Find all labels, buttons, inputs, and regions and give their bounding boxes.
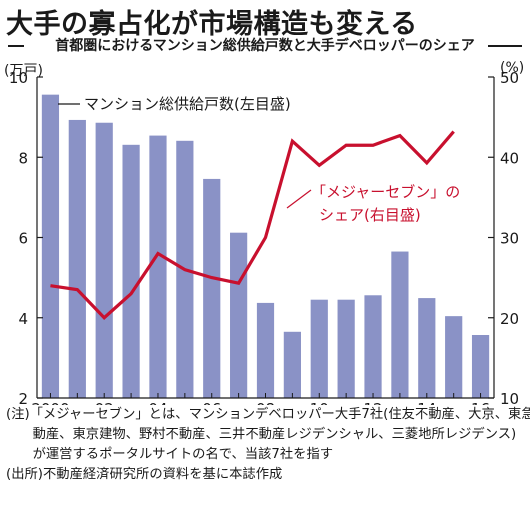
bar-2001 [68, 119, 86, 398]
x-tick-label: 06 [202, 400, 221, 405]
x-tick-label: 02 [95, 400, 114, 405]
bar-2006 [203, 178, 221, 398]
footnote-line: が運営するポータルサイトの名で、当該7社を指す [6, 447, 334, 462]
x-tick-label: 04 [148, 400, 167, 405]
bar-2007 [230, 232, 248, 398]
bar-2003 [122, 144, 140, 398]
x-tick-label: 16 [471, 400, 490, 405]
legend-line-label-1: 「メジャーセブン」の [311, 183, 460, 201]
x-tick-label: 10 [310, 400, 329, 405]
combo-chart: 246810102030405020000204060810121416年 マン… [9, 69, 519, 405]
bar-series [41, 94, 490, 399]
axes [36, 76, 495, 399]
share-line [50, 130, 455, 320]
bar-2008 [256, 302, 275, 398]
bar-2012 [364, 295, 382, 398]
legend-bar-label: マンション総供給戸数(左目盛) [84, 95, 291, 113]
legend-line-leader [286, 189, 312, 209]
right-tick-label: 10 [500, 390, 519, 405]
subtitle-rule-left [8, 45, 24, 47]
left-tick-label: 4 [18, 310, 28, 328]
bar-2010 [310, 299, 328, 398]
legend-line-label-2: シェア(右目盛) [319, 206, 421, 224]
left-tick-label: 8 [18, 149, 28, 167]
x-tick-label: 12 [363, 400, 382, 405]
footnote-line: (出所)不動産経済研究所の資料を基に本誌作成 [6, 467, 283, 482]
bar-2011 [337, 299, 355, 398]
bar-2009 [283, 331, 301, 398]
bar-2015 [445, 316, 463, 398]
right-tick-label: 50 [500, 69, 519, 87]
bar-2014 [418, 298, 436, 398]
bar-2016 [471, 335, 490, 398]
right-tick-label: 30 [500, 230, 519, 248]
footnotes: (注)「メジャーセブン」とは、マンションデベロッパー大手7社(住友不動産、大京、… [6, 405, 530, 485]
line-series [50, 130, 455, 320]
chart-subtitle: 首都圏におけるマンション総供給戸数と大手デベロッパーのシェア [0, 35, 530, 55]
bar-2013 [391, 251, 409, 398]
x-tick-label: 08 [256, 400, 275, 405]
tick-labels: 246810102030405020000204060810121416年 [9, 69, 519, 405]
left-tick-label: 10 [9, 69, 28, 87]
footnote-line: 動産、東京建物、野村不動産、三井不動産レジデンシャル、三菱地所レジデンス) [6, 427, 517, 442]
footnote-line: (注)「メジャーセブン」とは、マンションデベロッパー大手7社(住友不動産、大京、… [6, 407, 530, 422]
subtitle-text: 首都圏におけるマンション総供給戸数と大手デベロッパーのシェア [55, 38, 475, 54]
right-tick-label: 20 [500, 310, 519, 328]
x-tick-label: 2000 [31, 400, 69, 405]
right-axis-unit: (%) [500, 60, 525, 76]
bar-2004 [149, 135, 167, 398]
left-axis-unit: (万戸) [4, 63, 43, 79]
chart-title: 大手の寡占化が市場構造も変える [6, 9, 418, 40]
left-tick-label: 2 [18, 390, 28, 405]
bar-2000 [41, 94, 60, 398]
bar-2002 [95, 122, 113, 399]
legend: マンション総供給戸数(左目盛) 「メジャーセブン」の シェア(右目盛) [58, 95, 460, 224]
subtitle-rule-right [488, 45, 522, 47]
right-tick-label: 40 [500, 149, 519, 167]
left-tick-label: 6 [18, 230, 28, 248]
x-tick-label: 14 [417, 400, 436, 405]
